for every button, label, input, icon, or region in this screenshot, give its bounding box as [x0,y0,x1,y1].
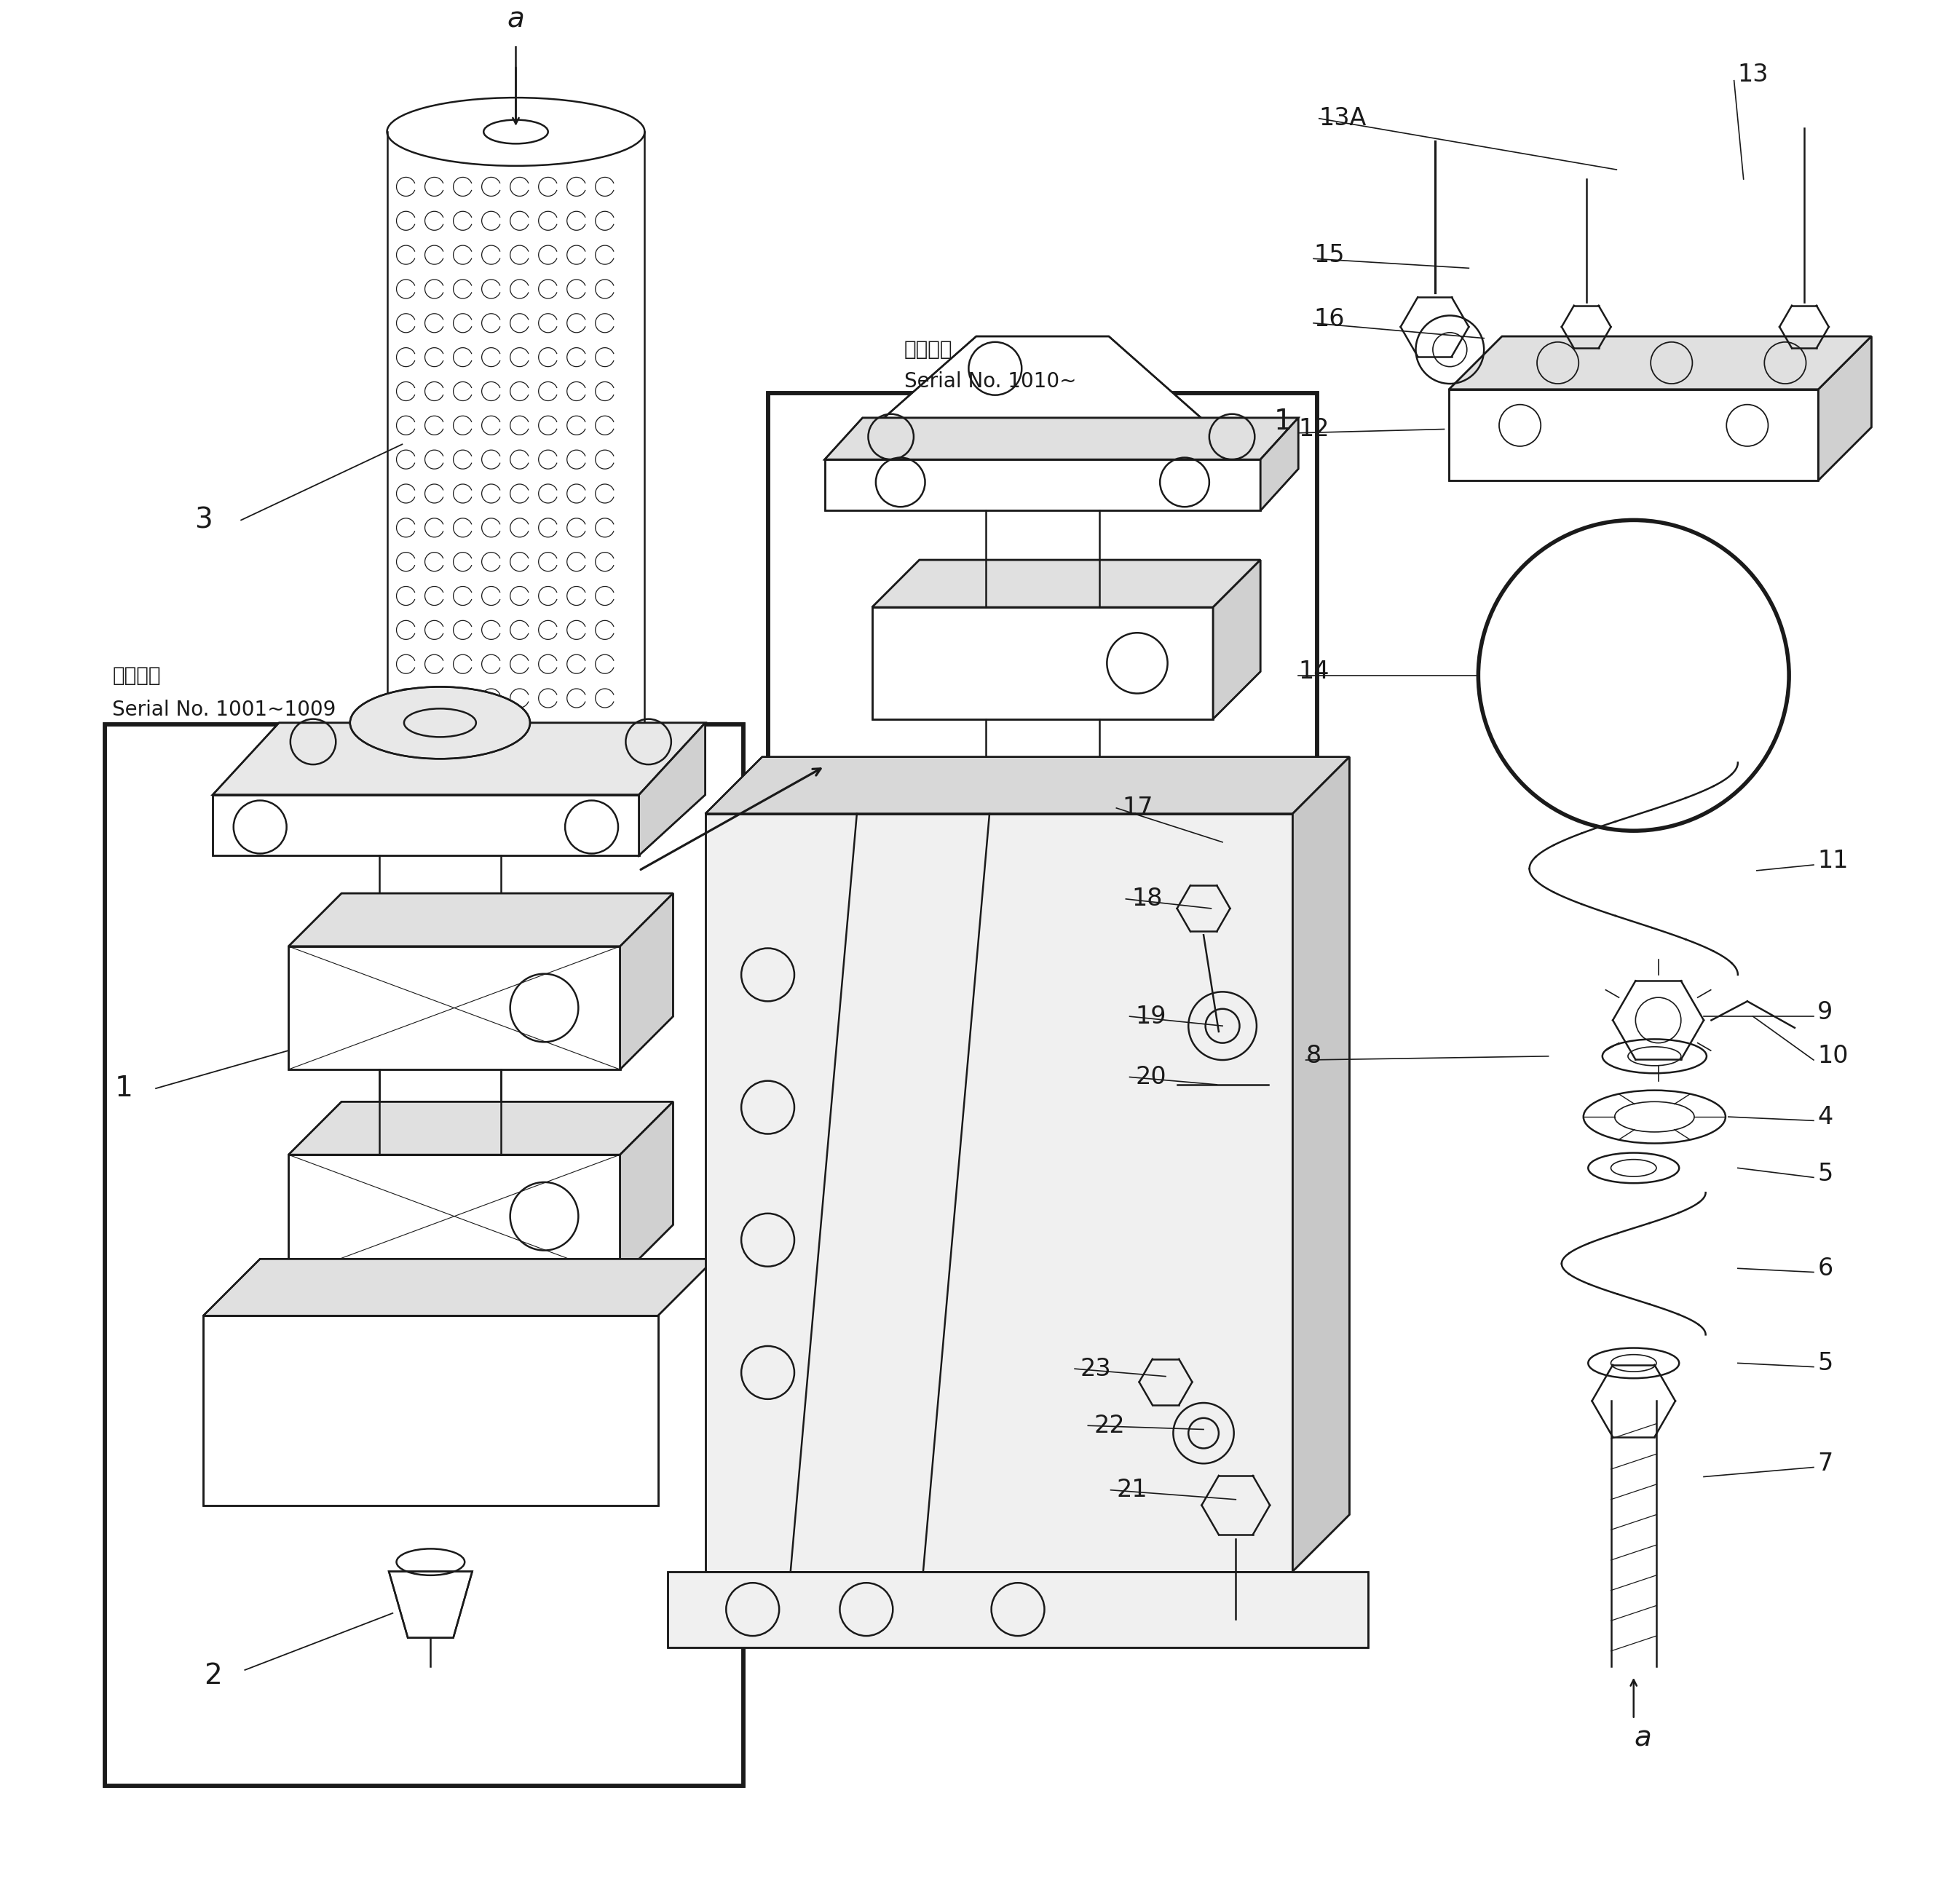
Polygon shape [288,893,672,946]
Text: 17: 17 [1121,795,1152,820]
Text: Serial No. 1001~1009: Serial No. 1001~1009 [112,698,335,719]
Polygon shape [1213,559,1260,719]
Text: a: a [1635,1724,1652,1753]
Polygon shape [768,394,1317,1069]
Text: 18: 18 [1131,887,1162,912]
Polygon shape [388,1572,472,1638]
Text: 22: 22 [1094,1414,1125,1437]
Polygon shape [872,813,1213,927]
Polygon shape [706,757,1348,814]
Text: 8: 8 [1305,1045,1321,1068]
Text: 10: 10 [1817,1045,1848,1068]
Text: a: a [508,6,525,32]
Polygon shape [104,725,743,1785]
Text: 4: 4 [1817,1106,1833,1128]
Polygon shape [825,459,1260,510]
Polygon shape [288,946,619,1069]
Text: 16: 16 [1313,306,1345,331]
Polygon shape [288,1102,672,1155]
Polygon shape [1213,765,1260,927]
Text: 2: 2 [204,1661,221,1690]
Polygon shape [706,814,1292,1572]
Text: 11: 11 [1817,849,1848,873]
Polygon shape [214,723,706,795]
Polygon shape [1292,757,1348,1572]
Text: 13A: 13A [1319,107,1366,131]
Text: 適用号機: 適用号機 [112,666,161,685]
Text: 13: 13 [1739,63,1768,88]
Polygon shape [1448,337,1872,390]
Text: Serial No. 1010~: Serial No. 1010~ [904,371,1076,392]
Text: 1: 1 [1274,407,1292,436]
Polygon shape [872,765,1260,813]
Polygon shape [1448,390,1819,480]
Text: 適用号機: 適用号機 [904,339,953,360]
Ellipse shape [351,687,529,759]
Text: 5: 5 [1817,1351,1833,1376]
Polygon shape [1260,419,1298,510]
Polygon shape [204,1260,715,1315]
Polygon shape [639,723,706,856]
Text: 7: 7 [1817,1452,1833,1475]
Text: 15: 15 [1313,244,1345,266]
Text: 19: 19 [1135,1005,1166,1028]
Text: 6: 6 [1817,1256,1833,1281]
Polygon shape [619,1102,672,1277]
Text: 14: 14 [1298,660,1329,683]
Text: 5: 5 [1817,1161,1833,1186]
Polygon shape [872,559,1260,607]
Text: 23: 23 [1080,1357,1111,1382]
Polygon shape [204,1315,659,1505]
Text: 20: 20 [1135,1066,1166,1089]
Polygon shape [862,337,1223,468]
Text: 3: 3 [194,506,212,535]
Polygon shape [1819,337,1872,480]
Polygon shape [872,607,1213,719]
Text: 1: 1 [114,1075,133,1102]
Text: 21: 21 [1117,1479,1147,1501]
Polygon shape [214,795,639,856]
Text: 12: 12 [1298,417,1329,441]
Polygon shape [668,1572,1368,1648]
Text: 9: 9 [1817,1001,1833,1024]
Polygon shape [825,419,1298,459]
Polygon shape [619,893,672,1069]
Polygon shape [288,1155,619,1277]
